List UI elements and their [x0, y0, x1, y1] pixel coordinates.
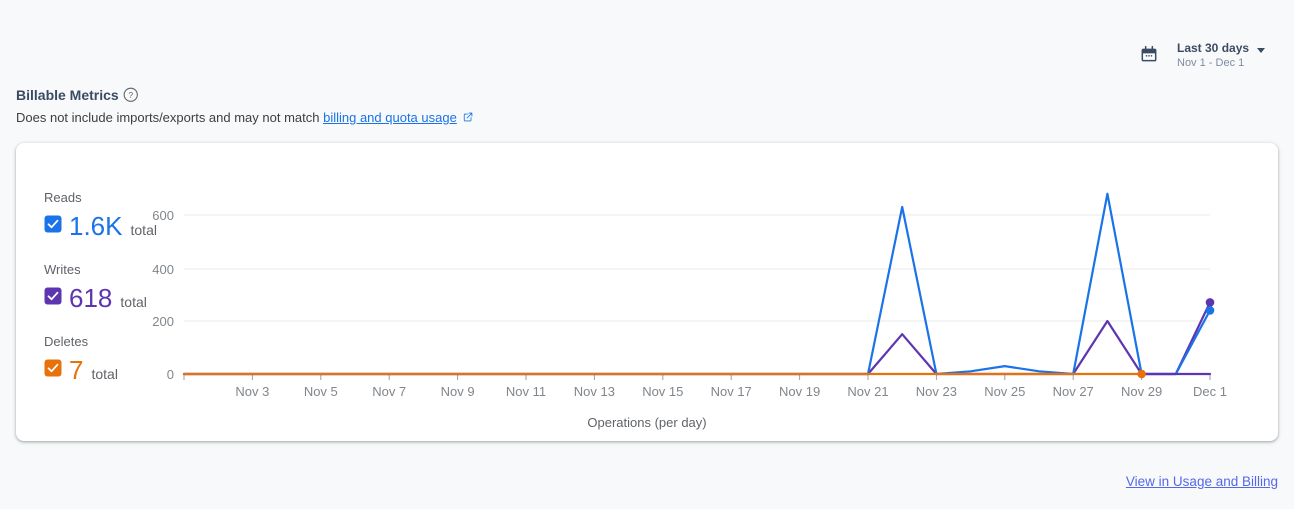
svg-text:Nov 11: Nov 11	[506, 384, 546, 399]
svg-text:Nov 21: Nov 21	[847, 384, 888, 399]
svg-text:0: 0	[167, 367, 174, 382]
svg-text:Nov 13: Nov 13	[574, 384, 615, 399]
svg-text:Dec 1: Dec 1	[1193, 384, 1227, 399]
svg-text:Nov 19: Nov 19	[779, 384, 820, 399]
svg-text:400: 400	[152, 262, 174, 277]
svg-text:Nov 9: Nov 9	[441, 384, 475, 399]
svg-text:Nov 5: Nov 5	[304, 384, 338, 399]
svg-text:200: 200	[152, 314, 174, 329]
svg-text:?: ?	[128, 91, 133, 100]
svg-text:Nov 3: Nov 3	[235, 384, 269, 399]
svg-text:Nov 27: Nov 27	[1053, 384, 1094, 399]
svg-text:600: 600	[152, 208, 174, 223]
svg-text:Nov 23: Nov 23	[916, 384, 957, 399]
svg-text:Nov 25: Nov 25	[984, 384, 1025, 399]
svg-text:Nov 17: Nov 17	[711, 384, 752, 399]
svg-text:Nov 15: Nov 15	[642, 384, 683, 399]
svg-text:Nov 29: Nov 29	[1121, 384, 1162, 399]
svg-text:Nov 7: Nov 7	[372, 384, 406, 399]
